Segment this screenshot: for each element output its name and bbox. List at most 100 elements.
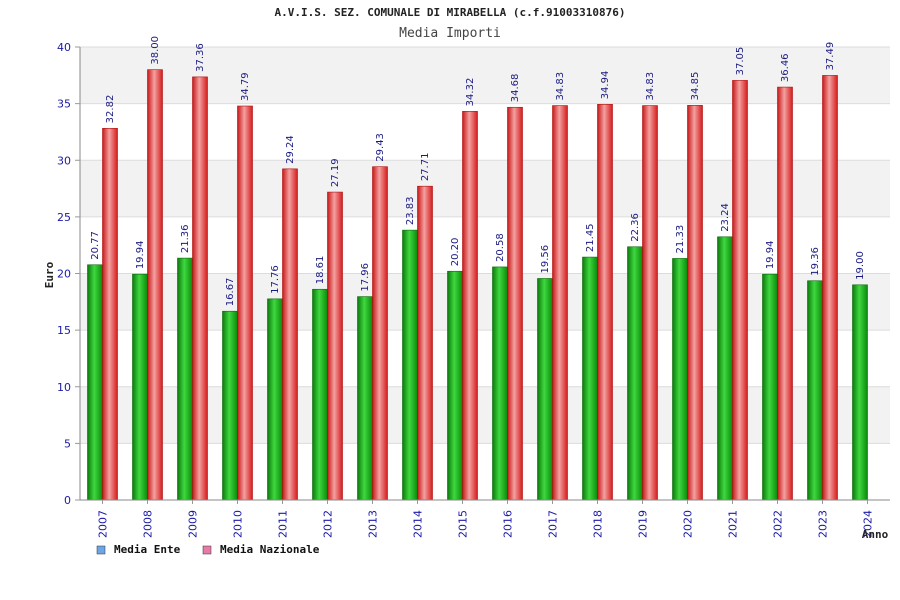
x-tick-label: 2016 <box>502 510 515 538</box>
bar-media-ente <box>402 229 418 501</box>
x-axis-label: Anno <box>862 528 889 541</box>
data-label: 22.36 <box>630 213 641 242</box>
bar-media-nazionale <box>417 185 433 501</box>
bar-media-nazionale <box>372 166 388 501</box>
data-label: 29.43 <box>375 133 386 162</box>
x-tick-label: 2008 <box>142 510 155 538</box>
data-label: 16.67 <box>225 278 236 307</box>
bar-media-nazionale <box>462 111 478 501</box>
bar-media-ente <box>807 280 823 501</box>
data-label: 19.00 <box>855 251 866 280</box>
plot-background <box>80 47 890 500</box>
legend-label-media-nazionale: Media Nazionale <box>220 543 320 556</box>
data-label: 37.36 <box>195 43 206 72</box>
data-label: 20.20 <box>450 238 461 267</box>
y-tick-label: 40 <box>57 41 71 54</box>
bar-media-nazionale <box>102 128 118 501</box>
bar-media-nazionale <box>552 105 568 501</box>
plot-band <box>80 216 890 274</box>
bar-media-nazionale <box>642 105 658 501</box>
y-tick-label: 25 <box>57 211 71 224</box>
data-label: 37.49 <box>825 42 836 71</box>
y-tick-label: 5 <box>64 437 71 450</box>
x-tick-label: 2023 <box>817 510 830 538</box>
bar-media-ente <box>717 236 733 501</box>
chart-subtitle: Media Importi <box>399 26 501 41</box>
bar-media-nazionale <box>777 86 793 501</box>
value-labels: 20.77 32.82 19.94 38.00 21.36 37.36 16.67 34.79… <box>90 36 866 306</box>
y-tick-label: 10 <box>57 381 71 394</box>
bar-media-ente <box>627 246 643 501</box>
data-label: 23.83 <box>405 196 416 225</box>
data-label: 18.61 <box>315 256 326 285</box>
plot-band <box>80 443 890 500</box>
bar-media-nazionale <box>822 75 838 501</box>
data-label: 23.24 <box>720 203 731 232</box>
bar-media-nazionale <box>507 106 523 501</box>
y-axis-label: Euro <box>43 261 56 288</box>
data-label: 27.71 <box>420 153 431 182</box>
bar-media-ente <box>447 270 463 501</box>
x-tick-label: 2017 <box>547 510 560 538</box>
bar-media-ente <box>537 278 553 501</box>
plot-band <box>80 273 890 331</box>
x-tick-label: 2011 <box>277 510 290 538</box>
y-axis-ticks: 0 5 10 15 20 25 30 35 40 <box>57 41 80 507</box>
data-label: 20.77 <box>90 231 101 260</box>
bar-media-nazionale <box>282 168 298 501</box>
data-label: 32.82 <box>105 95 116 124</box>
x-tick-label: 2018 <box>592 510 605 538</box>
bar-media-ente <box>132 273 148 501</box>
plot-band <box>80 330 890 387</box>
bar-media-ente <box>222 310 238 501</box>
bar-media-ente <box>582 256 598 501</box>
x-tick-label: 2007 <box>97 510 110 538</box>
x-tick-label: 2019 <box>637 510 650 538</box>
plot-band <box>80 160 890 217</box>
bar-media-nazionale <box>732 80 748 501</box>
data-label: 27.19 <box>330 158 341 187</box>
data-label: 20.58 <box>495 233 506 262</box>
data-label: 21.33 <box>675 225 686 254</box>
data-label: 19.94 <box>135 241 146 270</box>
bar-media-ente <box>87 264 103 501</box>
data-label: 17.76 <box>270 265 281 294</box>
data-label: 19.94 <box>765 241 776 270</box>
bar-media-nazionale <box>237 105 253 501</box>
bar-media-ente <box>267 298 283 501</box>
y-tick-label: 20 <box>57 268 71 281</box>
x-tick-label: 2010 <box>232 510 245 538</box>
data-label: 21.36 <box>180 224 191 253</box>
data-label: 38.00 <box>150 36 161 65</box>
chart-title: A.V.I.S. SEZ. COMUNALE DI MIRABELLA (c.f… <box>275 6 626 19</box>
bar-media-ente <box>357 296 373 501</box>
x-tick-label: 2009 <box>187 510 200 538</box>
bar-media-nazionale <box>147 69 163 501</box>
bar-media-ente <box>177 257 193 501</box>
data-label: 29.24 <box>285 135 296 164</box>
legend-label-media-ente: Media Ente <box>114 543 181 556</box>
bar-media-nazionale <box>687 105 703 501</box>
x-tick-label: 2014 <box>412 510 425 538</box>
bar-media-ente <box>762 273 778 501</box>
data-label: 17.96 <box>360 263 371 292</box>
plot-band <box>80 103 890 161</box>
data-label: 34.68 <box>510 74 521 103</box>
bar-media-nazionale <box>192 76 208 501</box>
x-axis-ticks: 2007 2008 2009 2010 2011 2012 2013 2014 2015 2016… <box>97 500 875 538</box>
y-tick-label: 30 <box>57 154 71 167</box>
data-label: 37.05 <box>735 47 746 76</box>
legend: Media Ente Media Nazionale <box>96 543 320 556</box>
data-label: 34.83 <box>555 72 566 101</box>
data-label: 19.36 <box>810 247 821 276</box>
data-label: 34.79 <box>240 72 251 101</box>
y-tick-label: 0 <box>64 494 71 507</box>
data-label: 19.56 <box>540 245 551 274</box>
x-tick-label: 2013 <box>367 510 380 538</box>
bar-media-ente <box>312 288 328 501</box>
data-label: 21.45 <box>585 223 596 252</box>
y-tick-label: 15 <box>57 324 71 337</box>
data-label: 34.94 <box>600 71 611 100</box>
bar-media-ente <box>852 284 868 501</box>
